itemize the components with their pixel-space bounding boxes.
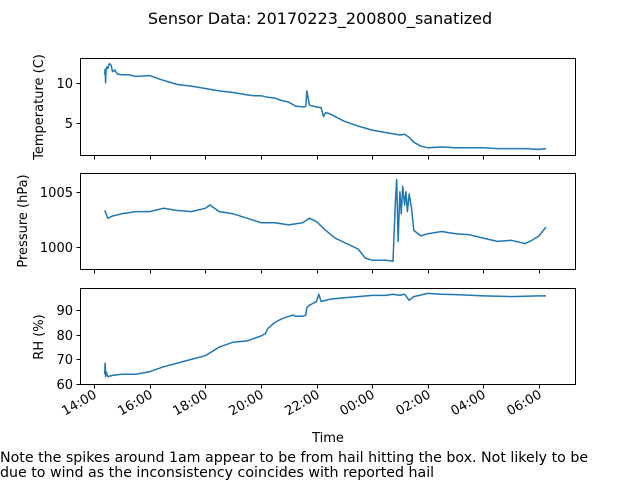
hail-note-line-2: due to wind as the inconsistency coincid… — [0, 465, 435, 481]
rh-ytick-label: 90 — [56, 304, 73, 319]
temperature-yticks: 5 10 — [56, 77, 81, 132]
temperature-series-layer — [103, 62, 547, 151]
xtick-label: 18:00 — [171, 387, 211, 419]
pressure-plot-frame — [80, 173, 576, 270]
temperature-ytick-label: 5 — [65, 117, 73, 132]
rh-series-line — [103, 292, 546, 378]
pressure-panel: Pressure (hPa) 1000 1005 — [16, 173, 576, 274]
temperature-xticks — [94, 155, 540, 160]
xtick-label: 04:00 — [449, 387, 489, 419]
rh-yticks: 60 70 80 90 — [56, 304, 81, 393]
pressure-ytick-label: 1000 — [40, 241, 73, 256]
temperature-series-line — [103, 62, 547, 151]
temperature-panel: Temperature (C) 5 10 — [32, 54, 576, 161]
pressure-ytick-label: 1005 — [40, 186, 73, 201]
xtick-label: 02:00 — [394, 387, 434, 419]
pressure-xticks — [94, 269, 540, 274]
pressure-series-line — [104, 178, 547, 263]
hail-note-line-1: Note the spikes around 1am appear to be … — [0, 450, 589, 466]
hail-note: Note the spikes around 1am appear to be … — [0, 451, 600, 481]
rh-ytick-label: 80 — [56, 329, 73, 344]
chart-title: Sensor Data: 20170223_200800_sanatized — [148, 9, 492, 29]
xtick-label: 16:00 — [116, 387, 156, 419]
xtick-label: 06:00 — [505, 387, 545, 419]
pressure-yticks: 1000 1005 — [40, 186, 81, 256]
temperature-axis-label: Temperature (C) — [32, 54, 47, 161]
rh-axis-label: RH (%) — [32, 314, 47, 359]
rh-xticks: 14:00 16:00 18:00 20:00 22:00 00:00 02:00 04:00… — [60, 384, 545, 419]
temperature-ytick-label: 10 — [56, 77, 73, 92]
temperature-plot-frame — [80, 58, 576, 156]
x-axis-label: Time — [311, 431, 344, 446]
rh-ytick-label: 70 — [56, 353, 73, 368]
pressure-axis-label: Pressure (hPa) — [16, 174, 31, 267]
xtick-label: 20:00 — [227, 387, 267, 419]
rh-plot-frame — [80, 288, 576, 385]
rh-series-layer — [103, 292, 546, 378]
pressure-series-layer — [104, 178, 547, 263]
xtick-label: 00:00 — [338, 387, 378, 419]
xtick-label: 22:00 — [283, 387, 323, 419]
rh-ytick-label: 60 — [56, 378, 73, 393]
